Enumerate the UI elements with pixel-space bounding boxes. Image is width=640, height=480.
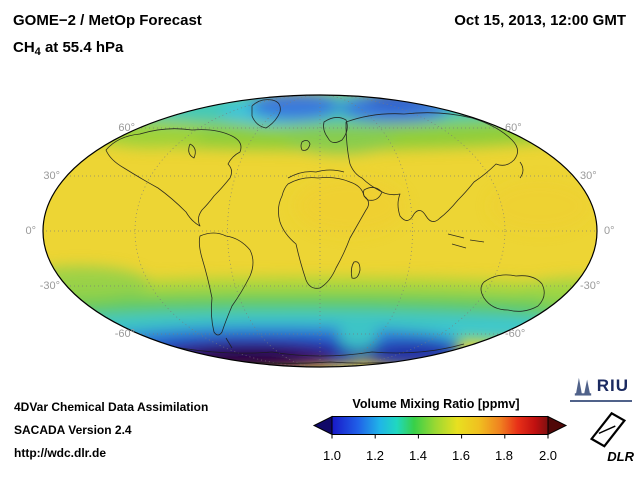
lat-label-left-m60: -60° <box>114 328 135 340</box>
chemical-formula: CH <box>13 39 35 56</box>
lat-label-right-m60: -60° <box>505 328 526 340</box>
footer-line-version: SACADA Version 2.4 <box>14 423 132 437</box>
north-america-outline <box>105 128 242 227</box>
dlr-emblem-icon <box>589 411 627 448</box>
australia-outline <box>480 274 545 312</box>
greenland-outline <box>251 99 281 129</box>
colorbar-gradient <box>331 416 549 435</box>
south-europe-coast <box>287 169 345 179</box>
colorbar-left-arrow <box>312 415 333 436</box>
footer-line-assimilation: 4DVar Chemical Data Assimilation <box>14 400 209 414</box>
arabia-outline <box>363 187 383 201</box>
datetime-label: Oct 15, 2013, 12:00 GMT <box>454 12 626 29</box>
scandinavia-outline <box>323 117 348 143</box>
colorbar-tick-label: 1.0 <box>322 448 342 463</box>
indonesia-outline <box>447 233 485 249</box>
cathedral-icon <box>574 377 591 396</box>
colorbar-tick-label: 1.8 <box>494 448 514 463</box>
colorbar-tick-marks <box>331 434 549 439</box>
colorbar-tick-label: 1.4 <box>408 448 428 463</box>
japan-outline <box>519 161 524 179</box>
map-border <box>42 94 598 368</box>
lat-label-right-0: 0° <box>604 225 615 237</box>
britain-outline <box>300 140 311 151</box>
dlr-logo-text: DLR <box>607 449 634 464</box>
riu-logo: RIU <box>569 374 632 402</box>
lat-label-left-m30: -30° <box>39 280 60 292</box>
lat-label-left-0: 0° <box>25 225 36 237</box>
continent-outlines <box>105 99 567 364</box>
pressure-level-label: at 55.4 hPa <box>40 39 124 56</box>
chemical-formula-subscript: 4 <box>34 46 41 58</box>
page-subtitle: CH4 at 55.4 hPa <box>13 39 123 58</box>
page-title: GOME−2 / MetOp Forecast <box>13 12 202 29</box>
lat-label-right-m30: -30° <box>580 280 601 292</box>
hudson-bay-outline <box>188 143 196 159</box>
colorbar-title: Volume Mixing Ratio [ppmv] <box>352 397 520 411</box>
antarctic-peninsula-outline <box>225 337 233 349</box>
colorbar-right-arrow <box>547 415 568 436</box>
colorbar <box>312 415 568 439</box>
lat-label-left-60: 60° <box>118 122 135 134</box>
ch4-field <box>43 95 597 367</box>
lat-label-right-60: 60° <box>505 122 522 134</box>
madagascar-outline <box>350 261 361 279</box>
south-america-outline <box>198 232 254 336</box>
colorbar-tick-label: 1.6 <box>451 448 471 463</box>
lat-label-right-30: 30° <box>580 170 597 182</box>
lat-label-left-30: 30° <box>43 170 60 182</box>
world-map <box>42 94 598 368</box>
asia-outline <box>345 112 518 222</box>
dlr-logo: DLR <box>576 406 634 464</box>
footer-line-url: http://wdc.dlr.de <box>14 446 106 460</box>
colorbar-tick-label: 1.2 <box>365 448 385 463</box>
graticule <box>43 95 597 367</box>
colorbar-tick-label: 2.0 <box>538 448 558 463</box>
new-zealand-outline <box>555 311 567 335</box>
riu-logo-text: RIU <box>596 376 629 395</box>
africa-outline <box>278 177 369 289</box>
